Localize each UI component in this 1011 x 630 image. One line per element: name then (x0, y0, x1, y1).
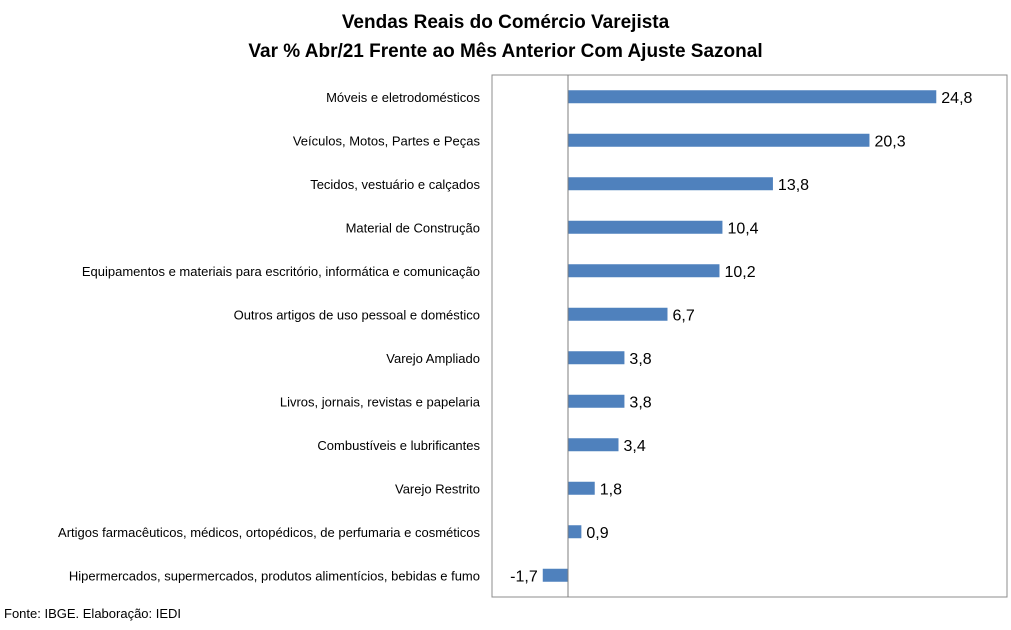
data-label: 10,2 (724, 264, 755, 281)
bar-9 (568, 438, 619, 452)
bar-10 (568, 481, 595, 495)
data-label: 3,8 (629, 394, 651, 411)
data-label: 3,4 (623, 438, 645, 455)
category-labels: Móveis e eletrodomésticos Veículos, Motos… (58, 90, 481, 584)
data-label: 6,7 (672, 307, 694, 324)
data-label: -1,7 (510, 568, 538, 585)
data-label: 1,8 (600, 481, 622, 498)
bar-7 (568, 351, 625, 365)
category-label: Livros, jornais, revistas e papelaria (280, 394, 481, 409)
category-label: Material de Construção (346, 220, 480, 235)
category-label: Varejo Ampliado (386, 351, 480, 366)
category-label: Outros artigos de uso pessoal e doméstic… (234, 307, 480, 322)
category-label: Equipamentos e materiais para escritório… (82, 264, 480, 279)
category-label: Hipermercados, supermercados, produtos a… (69, 568, 480, 583)
data-label: 24,8 (941, 90, 972, 107)
source-note: Fonte: IBGE. Elaboração: IEDI (4, 606, 182, 621)
chart-subtitle: Var % Abr/21 Frente ao Mês Anterior Com … (248, 41, 763, 62)
data-label: 3,8 (629, 351, 651, 368)
category-label: Varejo Restrito (395, 481, 480, 496)
bar-1 (568, 90, 937, 104)
category-label: Artigos farmacêuticos, médicos, ortopédi… (58, 525, 480, 540)
bar-6 (568, 307, 668, 321)
data-label: 20,3 (874, 133, 905, 150)
bar-8 (568, 394, 625, 408)
category-label: Tecidos, vestuário e calçados (310, 177, 480, 192)
data-label: 13,8 (778, 177, 809, 194)
category-label: Veículos, Motos, Partes e Peças (293, 133, 481, 148)
category-label: Móveis e eletrodomésticos (326, 90, 480, 105)
bar-4 (568, 220, 723, 234)
bar-series (542, 90, 937, 582)
bar-2 (568, 133, 870, 147)
category-label: Combustíveis e lubrificantes (317, 438, 480, 453)
chart-title-block: Vendas Reais do Comércio Varejista Var %… (0, 8, 1011, 66)
value-labels: 24,8 20,3 13,8 10,4 10,2 6,7 3,8 3,8 3,4 1,8 0,9 -1… (510, 90, 972, 586)
bar-12 (542, 568, 568, 582)
data-label: 10,4 (727, 220, 758, 237)
bar-5 (568, 264, 720, 278)
plot-area (491, 74, 1008, 598)
chart-title: Vendas Reais do Comércio Varejista (341, 12, 670, 33)
data-label: 0,9 (586, 525, 608, 542)
bar-3 (568, 177, 773, 191)
bar-11 (568, 525, 582, 539)
